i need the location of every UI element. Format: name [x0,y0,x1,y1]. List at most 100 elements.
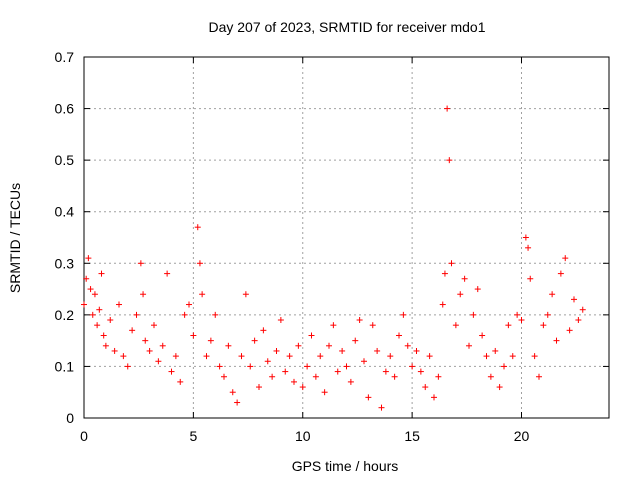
data-point [155,358,162,365]
data-point [247,363,254,370]
data-point [330,322,337,329]
data-point [111,347,118,354]
data-point [369,322,376,329]
data-point [286,353,293,360]
data-point [452,322,459,329]
x-tick-label: 20 [514,428,530,444]
data-point [238,353,245,360]
data-point [417,368,424,375]
data-point [234,399,241,406]
y-tick-label: 0.4 [55,204,75,220]
data-point [400,311,407,318]
data-point [177,378,184,385]
data-point [203,353,210,360]
data-point [164,270,171,277]
data-point [251,337,258,344]
data-point [133,311,140,318]
data-point [439,301,446,308]
data-point [553,337,560,344]
data-point [124,363,131,370]
data-point [225,342,232,349]
y-axis-label: SRMTID / TECUs [7,183,23,293]
y-tick-label: 0.2 [55,307,75,323]
data-point [317,353,324,360]
y-tick-label: 0.1 [55,358,75,374]
data-point [334,368,341,375]
data-point [549,291,556,298]
data-point [260,327,267,334]
data-point [98,270,105,277]
data-point [151,322,157,329]
y-tick-label: 0 [66,410,74,426]
data-point [321,389,328,396]
data-point [446,157,453,164]
y-tick-label: 0.5 [55,152,75,168]
data-point [527,275,534,282]
data-point [413,347,420,354]
data-point [501,363,507,370]
data-point [277,317,284,324]
data-point [264,358,271,365]
data-point [282,368,289,375]
data-point [426,353,433,360]
data-point [142,337,149,344]
data-point [374,347,381,354]
data-point [140,291,147,298]
data-point [89,311,96,318]
data-point [522,234,529,241]
data-point [479,332,486,339]
data-point [365,394,372,401]
data-point [207,337,214,344]
data-point [269,373,276,380]
data-point [87,286,94,293]
x-tick-label: 15 [404,428,420,444]
data-point [116,301,122,308]
data-point [304,363,311,370]
data-point [536,373,542,380]
data-point [291,378,297,385]
data-point [146,347,153,354]
data-point [382,368,389,375]
data-point [544,311,551,318]
data-point [94,322,101,329]
data-point [229,389,236,396]
data-point [107,317,114,324]
chart-title: Day 207 of 2023, SRMTID for receiver mdo… [208,19,485,35]
data-point [326,342,332,349]
data-point [509,353,516,360]
data-point [196,260,203,267]
data-point [120,353,127,360]
data-point [100,332,107,339]
data-point [168,368,175,375]
data-point [470,311,477,318]
data-point [409,363,416,370]
data-point [312,373,319,380]
data-point [159,342,166,349]
data-point [514,311,521,318]
data-point [299,384,306,391]
data-point [496,384,503,391]
data-point [295,342,302,349]
data-point [172,353,179,360]
data-point [571,296,577,303]
data-point [518,317,525,324]
data-point [343,363,350,370]
plot-frame [83,56,610,419]
data-point [129,327,136,334]
y-tick-label: 0.6 [55,101,75,117]
data-point [242,291,249,298]
grid [84,57,609,418]
data-point [256,384,262,391]
data-point [137,260,144,267]
x-tick-label: 5 [189,428,197,444]
data-point [361,358,367,365]
x-tick-label: 0 [80,428,88,444]
data-point [352,337,359,344]
data-point [579,306,586,313]
data-point [83,275,90,282]
data-point [457,291,464,298]
y-tick-label: 0.3 [55,255,75,271]
x-axis-label: GPS time / hours [292,458,399,474]
data-point [190,332,197,339]
